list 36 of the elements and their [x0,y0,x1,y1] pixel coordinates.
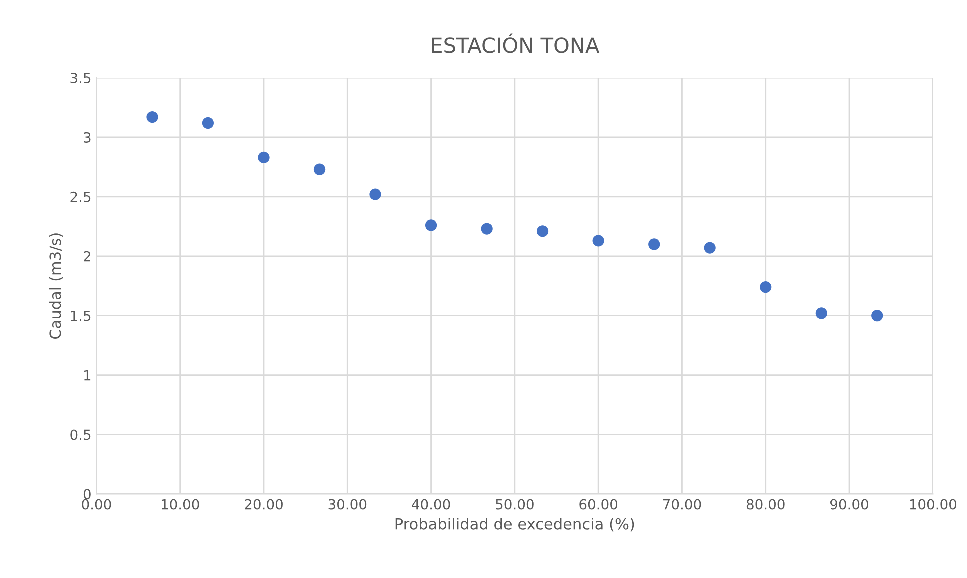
x-tick-label: 90.00 [830,499,868,510]
x-tick-label: 70.00 [663,499,702,510]
y-tick-label: 0.5 [70,430,91,440]
point [258,152,270,164]
point [146,111,158,124]
x-tick-label: 50.00 [496,499,534,510]
point [872,310,884,322]
x-tick-label: 100.00 [910,499,957,510]
x-axis-title: Probabilidad de excedencia (%) [396,518,634,532]
y-tick-label: 1 [84,370,91,381]
y-tick-label: 0 [84,489,91,500]
y-tick-label: 3.5 [70,73,91,84]
x-tick-label: 20.00 [245,499,283,510]
x-tick-label: 40.00 [412,499,450,510]
point [648,238,660,250]
point [481,223,493,235]
y-tick-label: 2.5 [70,192,91,202]
point [760,281,772,294]
point [370,188,382,200]
x-tick-label: 10.00 [162,499,200,510]
point [202,117,214,130]
point [314,164,326,176]
y-tick-label: 1.5 [71,310,91,322]
x-tick-label: 60.00 [580,499,618,510]
y-axis-title: Caudal (m3/s) [49,234,64,340]
y-tick-label: 3 [84,132,91,143]
point [704,242,716,254]
chart-title: ESTACIÓN TONA [432,34,600,54]
point [425,220,438,232]
x-tick-label: 80.00 [746,499,785,510]
y-tick-label: 2 [84,251,90,262]
x-tick-label: 30.00 [328,499,367,510]
point [536,226,549,238]
x-tick-label: 0.00 [82,499,112,510]
point [592,235,604,247]
point [816,308,828,320]
